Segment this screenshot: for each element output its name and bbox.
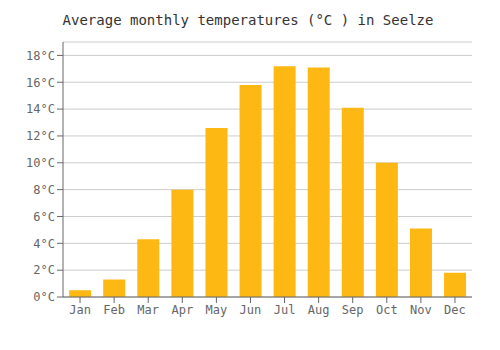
svg-text:Apr: Apr (171, 303, 193, 317)
svg-text:Mar: Mar (137, 303, 159, 317)
svg-text:2°C: 2°C (33, 263, 55, 277)
svg-text:4°C: 4°C (33, 237, 55, 251)
svg-text:May: May (206, 303, 228, 317)
svg-text:Nov: Nov (410, 303, 432, 317)
svg-text:Jul: Jul (274, 303, 296, 317)
svg-text:8°C: 8°C (33, 183, 55, 197)
svg-text:14°C: 14°C (26, 102, 55, 116)
svg-text:Feb: Feb (103, 303, 125, 317)
svg-text:16°C: 16°C (26, 76, 55, 90)
svg-text:Dec: Dec (444, 303, 466, 317)
svg-text:Sep: Sep (342, 303, 364, 317)
html-text:Average monthly temperatures (: Average monthly temperatures (°C ) in Se… (62, 12, 434, 28)
svg-text:Jan: Jan (69, 303, 91, 317)
svg-text:Jun: Jun (240, 303, 262, 317)
svg-text:0°C: 0°C (33, 290, 55, 304)
svg-text:Oct: Oct (376, 303, 398, 317)
svg-text:12°C: 12°C (26, 129, 55, 143)
svg-text:Aug: Aug (308, 303, 330, 317)
svg-text:10°C: 10°C (26, 156, 55, 170)
svg-text:18°C: 18°C (26, 49, 55, 63)
svg-text:6°C: 6°C (33, 210, 55, 224)
